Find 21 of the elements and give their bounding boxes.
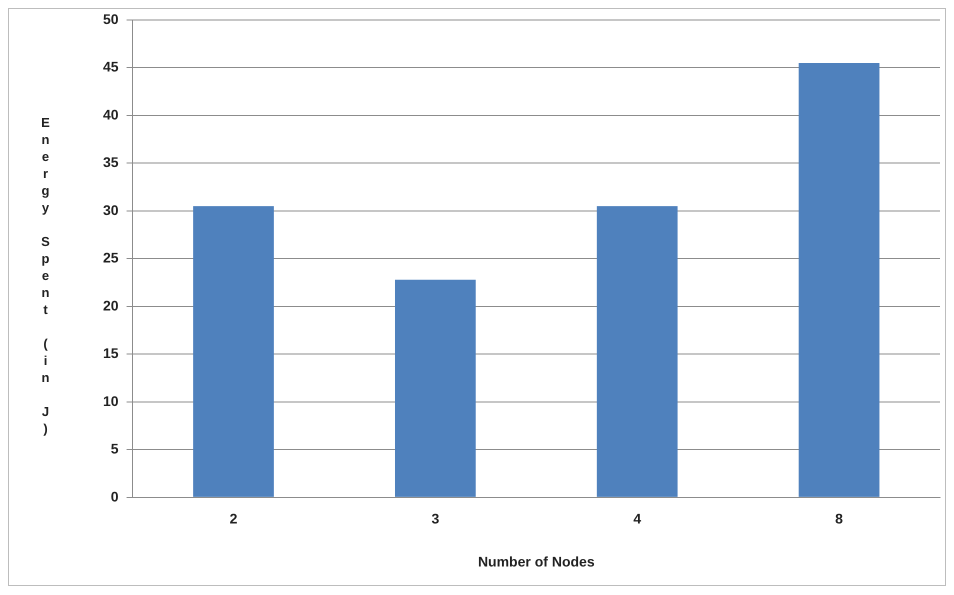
y-tick-label: 15: [102, 345, 119, 362]
y-tick-label: 5: [110, 440, 119, 457]
x-tick-label: 2: [230, 510, 238, 527]
y-axis-title: Energy Spent (in J): [37, 115, 54, 440]
bar: [596, 206, 678, 497]
y-tick-label: 25: [102, 250, 119, 266]
bar: [193, 206, 274, 497]
x-tick-label: 3: [431, 510, 440, 527]
y-tick-label: 45: [102, 58, 119, 75]
x-tick-label: 8: [835, 510, 844, 527]
y-tick-label: 0: [110, 488, 119, 504]
x-tick-label: 4: [633, 510, 642, 527]
y-tick-label: 35: [102, 154, 119, 170]
bar: [798, 62, 880, 497]
y-tick-label: 40: [102, 106, 119, 122]
y-tick-label: 50: [102, 10, 119, 27]
y-tick-label: 20: [102, 297, 119, 314]
y-tick-label: 30: [102, 202, 119, 218]
x-axis-title: Number of Nodes: [478, 553, 595, 570]
bar: [394, 280, 476, 497]
y-tick-label: 10: [102, 392, 119, 409]
